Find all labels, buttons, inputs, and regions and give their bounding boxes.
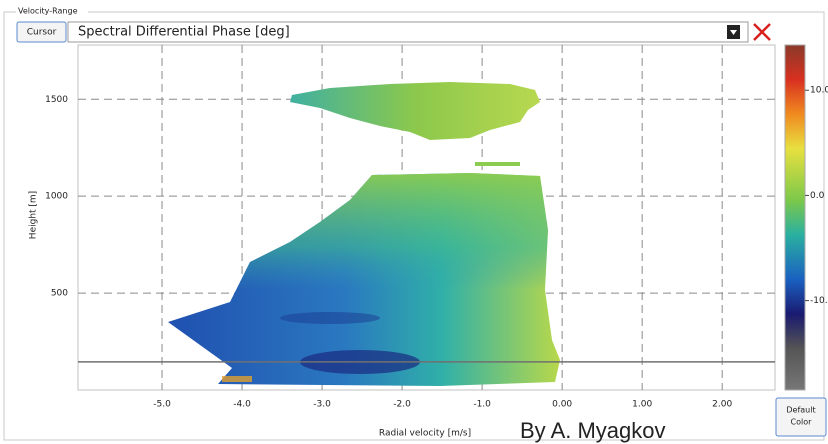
x-tick-label: 0.00 (552, 400, 572, 410)
default-color-button[interactable] (775, 397, 827, 437)
close-button[interactable] (751, 22, 773, 42)
x-tick-label: -4.0 (233, 400, 251, 410)
axes: -5.0 -4.0 -3.0 -2.0 -1.0 0.00 1.00 2.00 500 1000 1… (45, 95, 775, 410)
x-tick-label: -2.0 (393, 400, 411, 410)
x-tick-label: 2.00 (712, 400, 732, 410)
dark-streak (280, 312, 380, 324)
colorbar-ticks: 10.0 0.0 -10.0 (805, 86, 828, 306)
x-tick-label: -5.0 (153, 400, 171, 410)
thin-echo (475, 162, 520, 166)
watermark: By A. Myagkov (520, 418, 666, 443)
y-tick-label: 1500 (45, 95, 68, 105)
x-axis-label: Radial velocity [m/s] (379, 429, 471, 439)
group-title-bg (16, 6, 88, 16)
default-color-label[interactable]: Color (791, 418, 813, 427)
colorbar-tick-label: 10.0 (810, 86, 828, 96)
upper-echo (290, 82, 540, 140)
colorbar-tick-label: -10.0 (810, 296, 828, 306)
default-color-label[interactable]: Default (786, 406, 815, 415)
spectrum (168, 82, 560, 386)
y-axis-label: Height [m] (29, 191, 39, 239)
cursor-button-label[interactable]: Cursor (27, 28, 57, 38)
close-icon[interactable] (753, 23, 771, 41)
colorbar (784, 44, 806, 391)
x-tick-label: -1.0 (473, 400, 491, 410)
y-tick-label: 1000 (45, 192, 68, 202)
x-tick-label: -3.0 (313, 400, 331, 410)
group-box (3, 11, 825, 441)
product-label[interactable]: Spectral Differential Phase [deg] (78, 25, 290, 40)
x-tick-label: 1.00 (632, 400, 652, 410)
arrow-icon (730, 30, 737, 35)
cursor-button[interactable] (16, 21, 67, 43)
y-tick-label: 500 (51, 289, 68, 299)
warm-patch (222, 376, 252, 382)
group-title: Velocity-Range (18, 7, 78, 16)
main-echo-top (168, 173, 560, 386)
product-dropdown[interactable] (67, 21, 749, 43)
colorbar-tick-label: 0.0 (810, 191, 825, 201)
